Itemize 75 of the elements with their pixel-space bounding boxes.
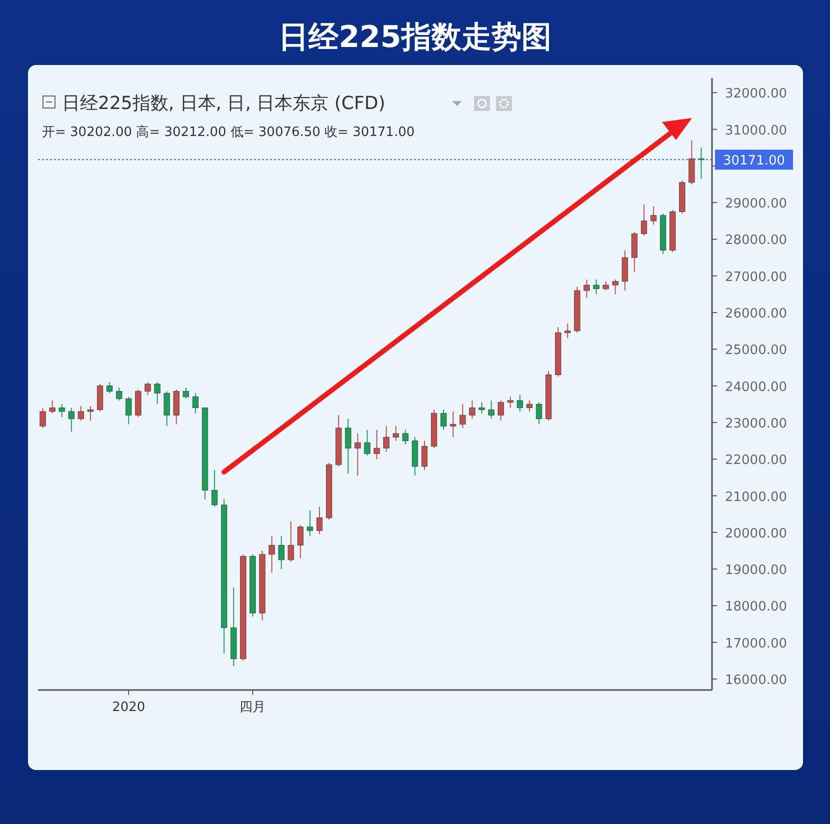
y-tick-label: 27000.00 — [724, 270, 788, 285]
candlestick — [297, 524, 304, 559]
y-tick-label: 25000.00 — [724, 343, 788, 358]
y-tick-label: 29000.00 — [724, 196, 788, 212]
candlestick — [469, 400, 476, 420]
candlestick — [602, 280, 609, 292]
y-tick-label: 21000.00 — [724, 490, 788, 505]
chart-title: 日经225指数走势图 — [278, 20, 552, 55]
y-tick-label: 26000.00 — [724, 306, 788, 322]
candlestick — [182, 387, 189, 400]
candlestick — [640, 204, 648, 236]
candlestick — [450, 410, 456, 438]
candlestick — [164, 390, 170, 427]
y-tick-label: 17000.00 — [724, 636, 788, 652]
candlestick — [211, 470, 218, 508]
ref-line-label: 30171.00 — [722, 154, 786, 169]
candlestick — [383, 426, 390, 452]
candlestick — [87, 405, 94, 422]
annotation: 开= 30202.00 高= 30212.00 低= 30076.50 收= 30171.00 — [42, 124, 415, 140]
candlestick — [402, 429, 408, 445]
candlestick — [78, 405, 84, 422]
candlestick — [173, 388, 180, 425]
candlestick — [564, 323, 571, 339]
candlestick — [584, 279, 590, 298]
y-tick-label: 18000.00 — [724, 600, 788, 615]
candlestick — [526, 400, 533, 412]
candlestick — [268, 536, 275, 574]
candlestick — [622, 250, 628, 292]
candlestick — [374, 429, 380, 460]
candlestick — [440, 409, 447, 430]
candlestick — [306, 510, 314, 537]
candlestick — [40, 407, 46, 428]
candlestick — [612, 279, 618, 295]
candlestick — [154, 382, 160, 405]
candlestick — [116, 387, 122, 401]
candlestick — [288, 520, 294, 562]
candlestick — [49, 400, 56, 414]
y-tick-label: 32000.00 — [724, 86, 788, 102]
candlestick — [316, 506, 323, 535]
candlestick — [106, 382, 113, 394]
candlestick — [593, 279, 600, 295]
candlestick — [135, 388, 142, 418]
candlestick — [192, 392, 199, 414]
candlestick — [460, 404, 466, 428]
y-tick-label: 20000.00 — [724, 526, 788, 542]
candlestick — [58, 404, 65, 418]
y-tick-label: 24000.00 — [724, 380, 788, 395]
x-tick-label: 四月 — [240, 700, 266, 715]
y-tick-label: 28000.00 — [724, 233, 788, 248]
candlestick — [478, 402, 485, 414]
candlestick — [507, 396, 514, 408]
candlestick — [392, 426, 399, 442]
candlestick — [650, 206, 657, 226]
y-tick-label: 19000.00 — [724, 563, 788, 578]
y-tick-label: 22000.00 — [724, 453, 788, 468]
candlestick — [68, 407, 74, 432]
candlestick — [516, 394, 523, 412]
text: 日经225指数, 日本, 日, 日本东京 (CFD) — [62, 93, 386, 114]
candlestick — [488, 400, 494, 420]
candlestick — [498, 400, 504, 422]
y-tick-label: 31000.00 — [724, 123, 788, 138]
candlestick — [278, 536, 284, 570]
candlestick — [421, 440, 428, 471]
x-tick-label: 2020 — [112, 700, 146, 715]
y-tick-label: 16000.00 — [724, 673, 788, 688]
candlestick — [354, 432, 361, 476]
candlestick — [345, 418, 352, 474]
candlestick — [144, 382, 151, 396]
candlestick — [631, 231, 638, 273]
candlestick — [536, 402, 542, 425]
candlestick — [126, 396, 132, 425]
y-tick-label: 23000.00 — [724, 416, 788, 432]
candlestick — [688, 140, 695, 185]
candlestick — [364, 429, 370, 456]
candlestick — [96, 384, 104, 412]
